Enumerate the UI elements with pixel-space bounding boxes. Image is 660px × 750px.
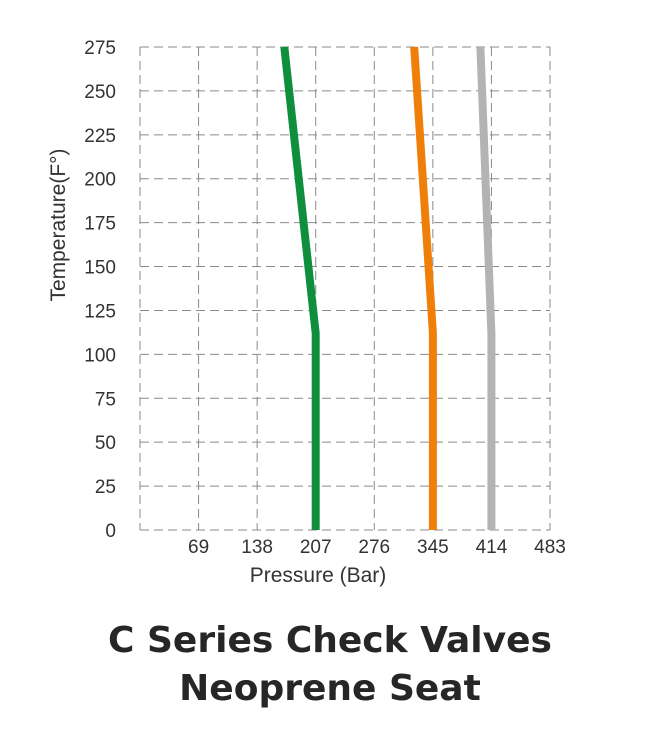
x-tick-label: 414 xyxy=(476,537,508,558)
caption-subtitle: Neoprene Seat xyxy=(179,668,481,709)
y-tick-label: 175 xyxy=(84,214,116,235)
y-tick-label: 200 xyxy=(84,170,116,191)
x-axis-title: Pressure (Bar) xyxy=(250,564,387,587)
series-line-3 xyxy=(476,46,496,530)
x-tick-label: 207 xyxy=(300,537,332,558)
x-axis-ticks: 69 138 207 276 345 414 483 xyxy=(188,537,566,558)
y-axis-ticks: 0 25 50 75 100 125 150 175 200 225 250 275 xyxy=(84,38,116,542)
y-tick-label: 0 xyxy=(105,521,116,542)
caption-title: C Series Check Valves xyxy=(108,620,552,661)
y-axis-title: Temperature(F°) xyxy=(47,148,70,301)
y-tick-label: 150 xyxy=(84,258,116,279)
series-line-1 xyxy=(280,46,320,530)
x-tick-label: 276 xyxy=(358,537,390,558)
series-lines xyxy=(280,46,496,530)
x-tick-label: 483 xyxy=(534,537,566,558)
y-tick-label: 100 xyxy=(84,345,116,366)
series-line-2 xyxy=(410,46,437,530)
x-tick-label: 138 xyxy=(241,537,273,558)
pressure-temperature-chart: 0 25 50 75 100 125 150 175 200 225 250 275 69 138 207… xyxy=(47,38,566,587)
y-tick-label: 50 xyxy=(95,433,116,454)
y-tick-label: 275 xyxy=(84,38,116,59)
x-tick-label: 345 xyxy=(417,537,449,558)
y-tick-label: 225 xyxy=(84,126,116,147)
y-tick-label: 25 xyxy=(95,477,116,498)
y-tick-label: 125 xyxy=(84,301,116,322)
y-tick-label: 250 xyxy=(84,82,116,103)
x-tick-label: 69 xyxy=(188,537,209,558)
y-tick-label: 75 xyxy=(95,389,116,410)
